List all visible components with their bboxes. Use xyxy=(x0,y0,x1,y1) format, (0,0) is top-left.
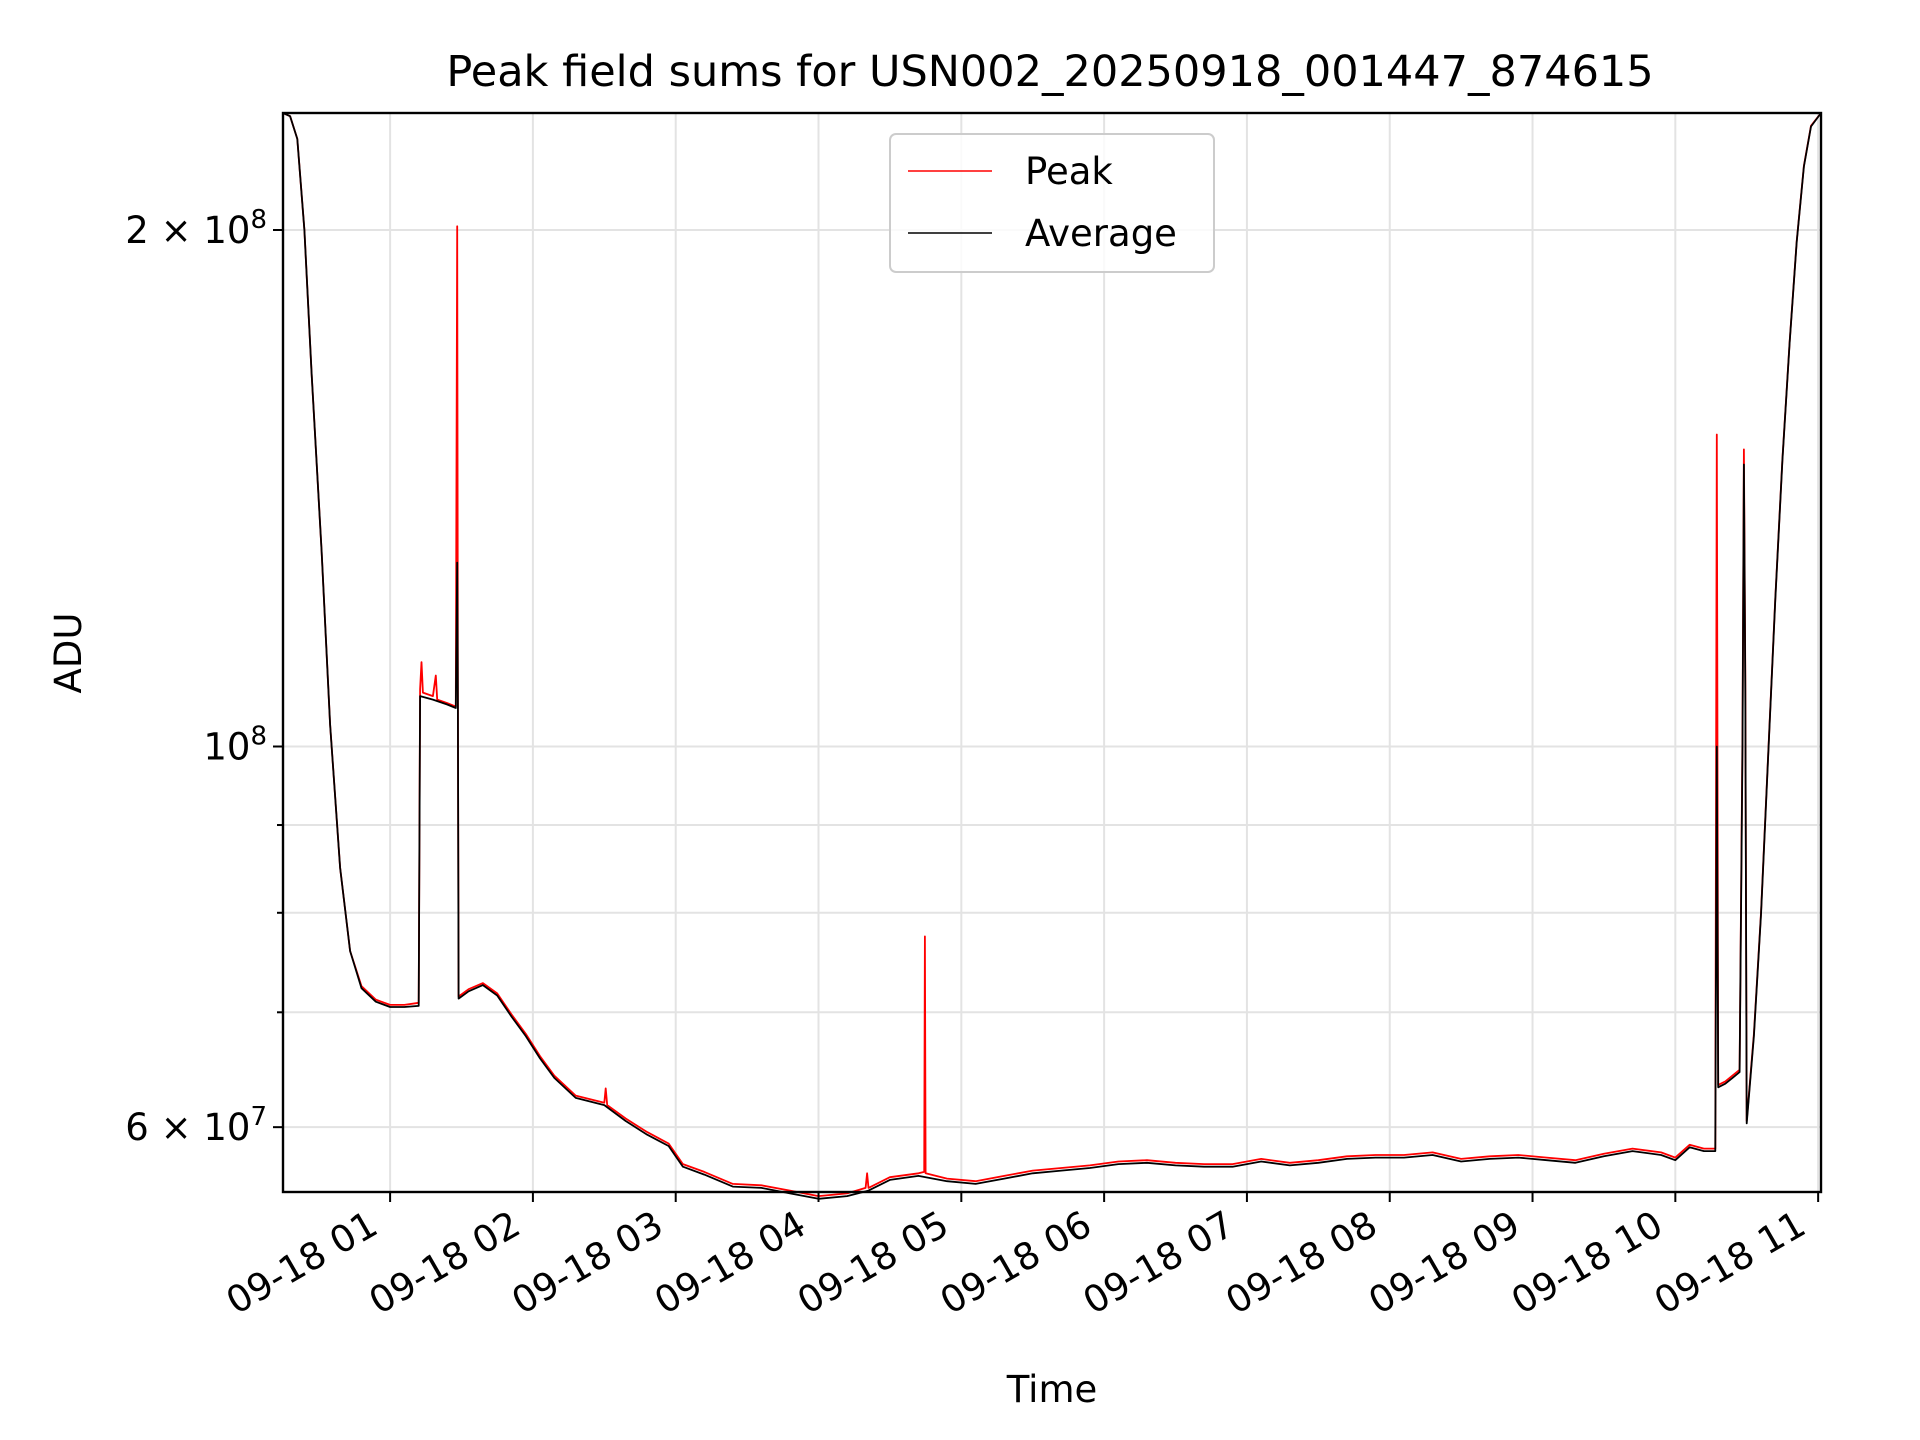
legend-box xyxy=(889,133,1215,273)
y-axis-label: ADU xyxy=(47,613,90,694)
plot-frame xyxy=(281,111,1823,1194)
chart-title: Peak field sums for USN002_20250918_0014… xyxy=(446,47,1653,97)
legend-label-average: Average xyxy=(1025,212,1177,255)
y-tick-label: 108 xyxy=(203,722,267,769)
legend-label-peak: Peak xyxy=(1025,150,1113,193)
series-average-line xyxy=(282,112,1822,1200)
y-tick-label: 6 × 107 xyxy=(125,1102,267,1149)
legend: Peak Average xyxy=(889,133,1215,273)
grid xyxy=(283,113,1821,1192)
y-tick-label: 2 × 108 xyxy=(125,205,267,252)
x-axis-label: Time xyxy=(1006,1368,1098,1411)
series-layer xyxy=(282,112,1822,1200)
